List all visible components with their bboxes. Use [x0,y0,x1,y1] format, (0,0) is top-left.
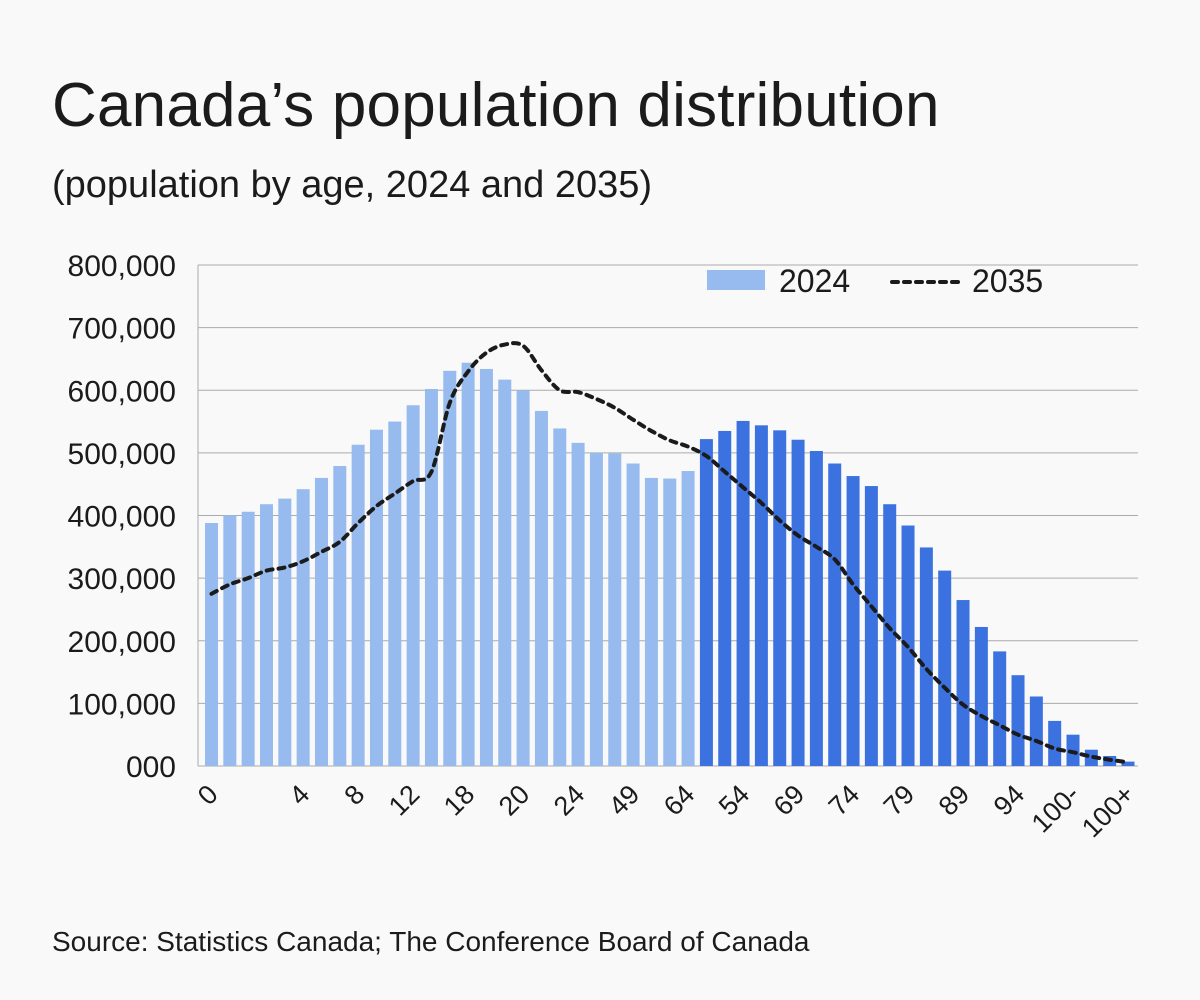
bar [608,453,622,766]
x-tick-label: 0 [192,779,224,811]
bar [333,466,347,766]
y-tick-label: 400,000 [68,501,176,534]
bar [1011,675,1025,766]
bar [479,368,493,766]
bar [846,476,860,766]
bar [314,477,328,766]
x-tick-label: 64 [658,779,700,821]
bar [956,600,970,766]
x-tick-label: 49 [603,779,645,821]
x-tick-label: 100- [1026,779,1085,838]
bar [388,421,402,766]
x-tick-label: 94 [988,779,1030,821]
bar [644,477,658,766]
x-tick-label: 18 [438,779,480,821]
bar [223,515,237,766]
bar [406,405,420,766]
bar [828,463,842,766]
x-tick-label: 4 [284,779,316,811]
population-chart: 000 100,000 200,000 300,000 400,000 500,000 60… [68,250,1141,843]
bar [589,452,603,766]
bar [883,504,897,766]
bar [718,430,732,766]
bar [1121,761,1135,766]
line-2035 [209,341,1130,765]
bar [461,362,475,766]
bar [736,420,750,766]
legend-swatch-2024 [707,270,765,290]
y-tick-label: 800,000 [68,250,176,283]
x-tick-label: 69 [768,779,810,821]
chart-title: Canada’s population distribution [52,71,940,140]
bar [809,450,823,766]
x-tick-label: 20 [493,779,535,821]
bar [681,471,695,766]
bar [498,379,512,766]
y-tick-label: 200,000 [68,626,176,659]
bar [699,439,713,766]
bar [993,651,1007,766]
bar [351,444,365,766]
y-tick-label: 500,000 [68,438,176,471]
bar [919,547,933,766]
bar [296,489,310,766]
x-tick-label: 8 [339,779,371,811]
y-tick-label: 000 [126,751,176,784]
bar [534,410,548,766]
bar [553,428,567,766]
bar [1048,720,1062,766]
y-axis-ticks: 000 100,000 200,000 300,000 400,000 500,000 60… [68,250,176,784]
bar [516,390,530,766]
series-line-2035 [209,341,1130,765]
legend-label-2024: 2024 [779,263,850,299]
bars-2024 [205,362,1135,766]
bar [1084,749,1098,766]
source-note: Source: Statistics Canada; The Conferenc… [52,926,810,957]
bar [864,486,878,766]
y-tick-label: 300,000 [68,563,176,596]
y-tick-label: 600,000 [68,375,176,408]
bar [424,388,438,766]
x-tick-label: 54 [713,779,755,821]
bar [773,430,787,766]
y-tick-label: 700,000 [68,313,176,346]
y-tick-label: 100,000 [68,688,176,721]
legend-label-2035: 2035 [972,263,1043,299]
bar [938,570,952,766]
bar [205,523,218,766]
bar [626,463,640,766]
legend: 2024 2035 [707,263,1043,299]
x-tick-label: 74 [823,779,865,821]
x-tick-label: 24 [548,779,590,821]
bar [443,370,457,766]
bar [571,442,585,766]
bar [369,429,383,766]
chart-subtitle: (population by age, 2024 and 2035) [52,164,653,206]
bar [791,439,805,766]
bar [278,498,292,766]
bar [663,478,677,766]
bar [1029,696,1043,766]
x-tick-label: 100+ [1076,779,1140,843]
bar [974,626,988,766]
x-tick-label: 79 [878,779,920,821]
bar [754,425,768,766]
x-tick-label: 12 [383,779,425,821]
bar [259,504,273,766]
x-tick-label: 89 [933,779,975,821]
bar [241,511,255,766]
